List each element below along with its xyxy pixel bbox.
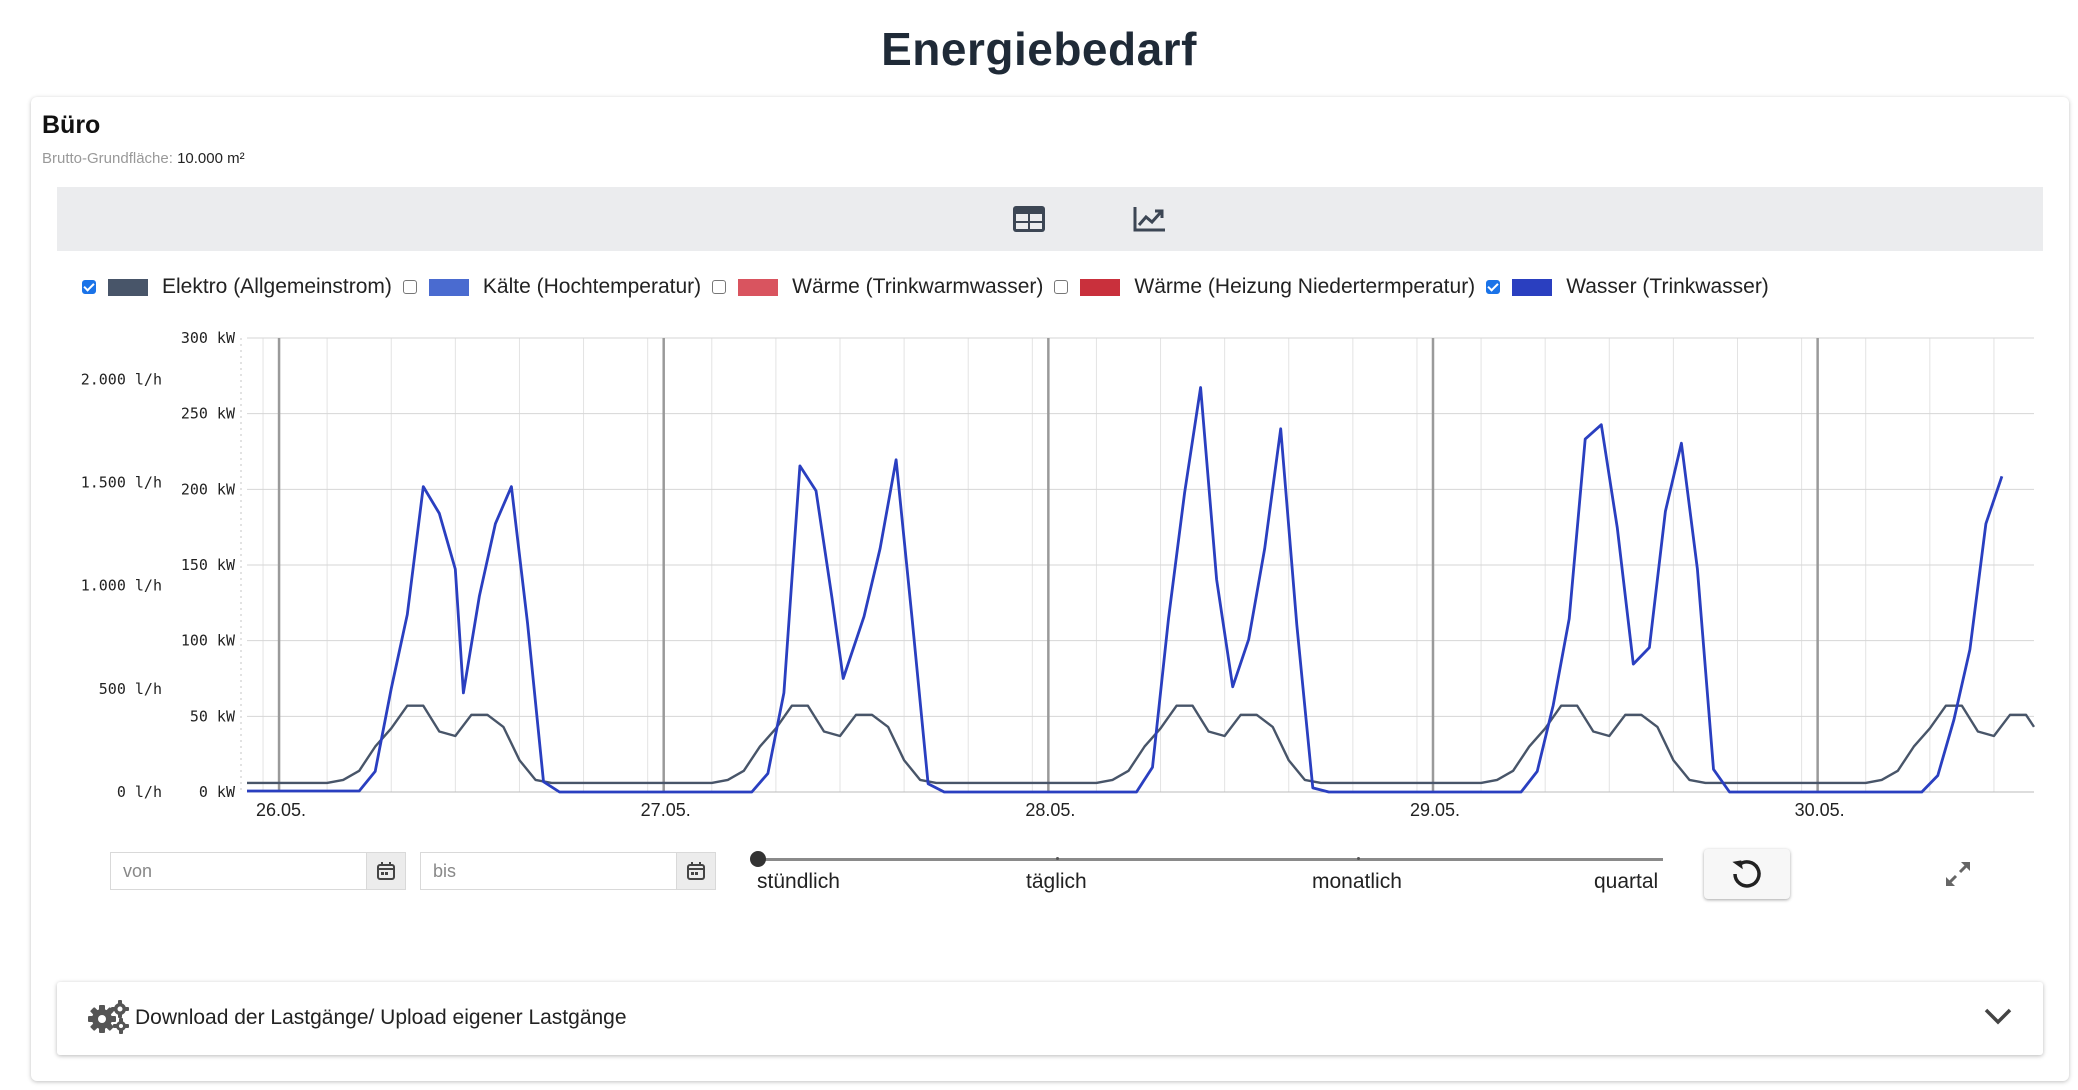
legend-label-wasser: Wasser (Trinkwasser)	[1566, 275, 1769, 298]
chevron-down-icon-wrap[interactable]	[1983, 1006, 2013, 1031]
x-tick-label: 26.05.	[256, 800, 306, 820]
gross-floor-area: Brutto-Grundfläche: 10.000 m²	[42, 150, 245, 167]
y-tick-label-lh: 0 l/h	[117, 783, 162, 801]
y-tick-label-kw: 50 kW	[190, 707, 236, 725]
resolution-slider-track[interactable]	[759, 858, 1663, 861]
x-tick-label: 30.05.	[1795, 800, 1845, 820]
date-to-input[interactable]	[421, 853, 679, 889]
x-tick-label: 27.05.	[641, 800, 691, 820]
calendar-icon	[687, 862, 705, 880]
legend-label-waerme-trinkwarmwasser: Wärme (Trinkwarmwasser)	[792, 275, 1044, 298]
legend-item-elektro[interactable]: Elektro (Allgemeinstrom)	[82, 275, 392, 299]
y-tick-label-kw: 250 kW	[181, 405, 236, 423]
view-toolbar	[57, 187, 2043, 251]
legend-swatch-kaelte	[428, 278, 469, 296]
chevron-down-icon	[1984, 1008, 2012, 1025]
date-from-input[interactable]	[111, 853, 369, 889]
legend-item-waerme-heizung[interactable]: Wärme (Heizung Niedertermperatur)	[1054, 275, 1475, 299]
slider-label-hourly[interactable]: stündlich	[757, 870, 840, 893]
series-line-elektro	[247, 704, 2036, 785]
legend-label-kaelte: Kälte (Hochtemperatur)	[482, 275, 702, 298]
download-upload-accordion[interactable]: Download der Lastgänge/ Upload eigener L…	[57, 982, 2043, 1055]
y-tick-label-kw: 150 kW	[181, 556, 236, 574]
line-chart-icon	[1133, 207, 1165, 232]
load-profile-chart[interactable]: 0 kW 50 kW 100 kW 150 kW 200 kW 250 kW 300 kW 0…	[57, 330, 2043, 830]
legend-checkbox-kaelte[interactable]	[402, 280, 417, 294]
y-tick-label-lh: 1.500 l/h	[81, 473, 162, 491]
date-from-calendar-button[interactable]	[366, 853, 405, 889]
legend-swatch-waerme-trinkwarmwasser	[738, 278, 779, 296]
legend-checkbox-wasser[interactable]	[1486, 280, 1501, 294]
y-tick-label-kw: 100 kW	[181, 632, 236, 650]
y-tick-label-kw: 300 kW	[181, 330, 236, 347]
gears-icon-wrap	[87, 999, 131, 1040]
legend-checkbox-waerme-heizung[interactable]	[1054, 280, 1069, 294]
resolution-slider-thumb[interactable]	[750, 851, 766, 867]
accordion-label: Download der Lastgänge/ Upload eigener L…	[135, 1006, 627, 1029]
slider-tick	[1056, 857, 1059, 860]
table-icon	[1013, 206, 1045, 232]
legend-checkbox-waerme-trinkwarmwasser[interactable]	[712, 280, 727, 294]
x-tick-label: 29.05.	[1410, 800, 1460, 820]
slider-label-monthly[interactable]: monatlich	[1312, 870, 1402, 893]
gross-floor-area-value: 10.000 m²	[177, 150, 245, 167]
calendar-icon	[377, 862, 395, 880]
legend-label-elektro: Elektro (Allgemeinstrom)	[162, 275, 392, 298]
legend-swatch-waerme-heizung	[1080, 278, 1121, 296]
legend-item-waerme-trinkwarmwasser[interactable]: Wärme (Trinkwarmwasser)	[712, 275, 1043, 299]
y-tick-label-lh: 1.000 l/h	[81, 577, 162, 595]
slider-label-quarter[interactable]: quartal	[1594, 870, 1659, 893]
y-tick-label-lh: 2.000 l/h	[81, 370, 162, 388]
legend-checkbox-elektro[interactable]	[82, 280, 96, 294]
legend-swatch-elektro	[108, 278, 148, 296]
legend-item-wasser[interactable]: Wasser (Trinkwasser)	[1486, 275, 1769, 299]
gears-icon	[88, 1000, 129, 1034]
fullscreen-button[interactable]	[1940, 856, 1976, 892]
legend-swatch-wasser	[1512, 278, 1553, 296]
slider-tick	[1357, 857, 1360, 860]
expand-icon	[1945, 861, 1971, 887]
y-tick-label-lh: 500 l/h	[99, 680, 162, 698]
series-line-wasser	[247, 386, 2004, 794]
legend-item-kaelte[interactable]: Kälte (Hochtemperatur)	[402, 275, 702, 299]
table-view-button[interactable]	[1009, 201, 1049, 237]
chart-view-button[interactable]	[1130, 201, 1170, 237]
y-tick-label-kw: 200 kW	[181, 480, 236, 498]
chart-legend: Elektro (Allgemeinstrom) Kälte (Hochtemp…	[82, 272, 1780, 302]
reset-zoom-button[interactable]	[1704, 849, 1790, 899]
date-to-field[interactable]	[420, 852, 716, 890]
x-tick-label: 28.05.	[1025, 800, 1075, 820]
slider-label-daily[interactable]: täglich	[1026, 870, 1087, 893]
legend-label-waerme-heizung: Wärme (Heizung Niedertermperatur)	[1134, 275, 1476, 298]
building-card	[31, 97, 2069, 1081]
date-from-field[interactable]	[110, 852, 406, 890]
date-to-calendar-button[interactable]	[676, 853, 715, 889]
page-title: Energiebedarf	[881, 23, 1197, 75]
gross-floor-area-label: Brutto-Grundfläche:	[42, 150, 173, 167]
reset-icon	[1732, 860, 1761, 888]
y-tick-label-kw: 0 kW	[199, 783, 236, 801]
card-title: Büro	[42, 111, 101, 139]
